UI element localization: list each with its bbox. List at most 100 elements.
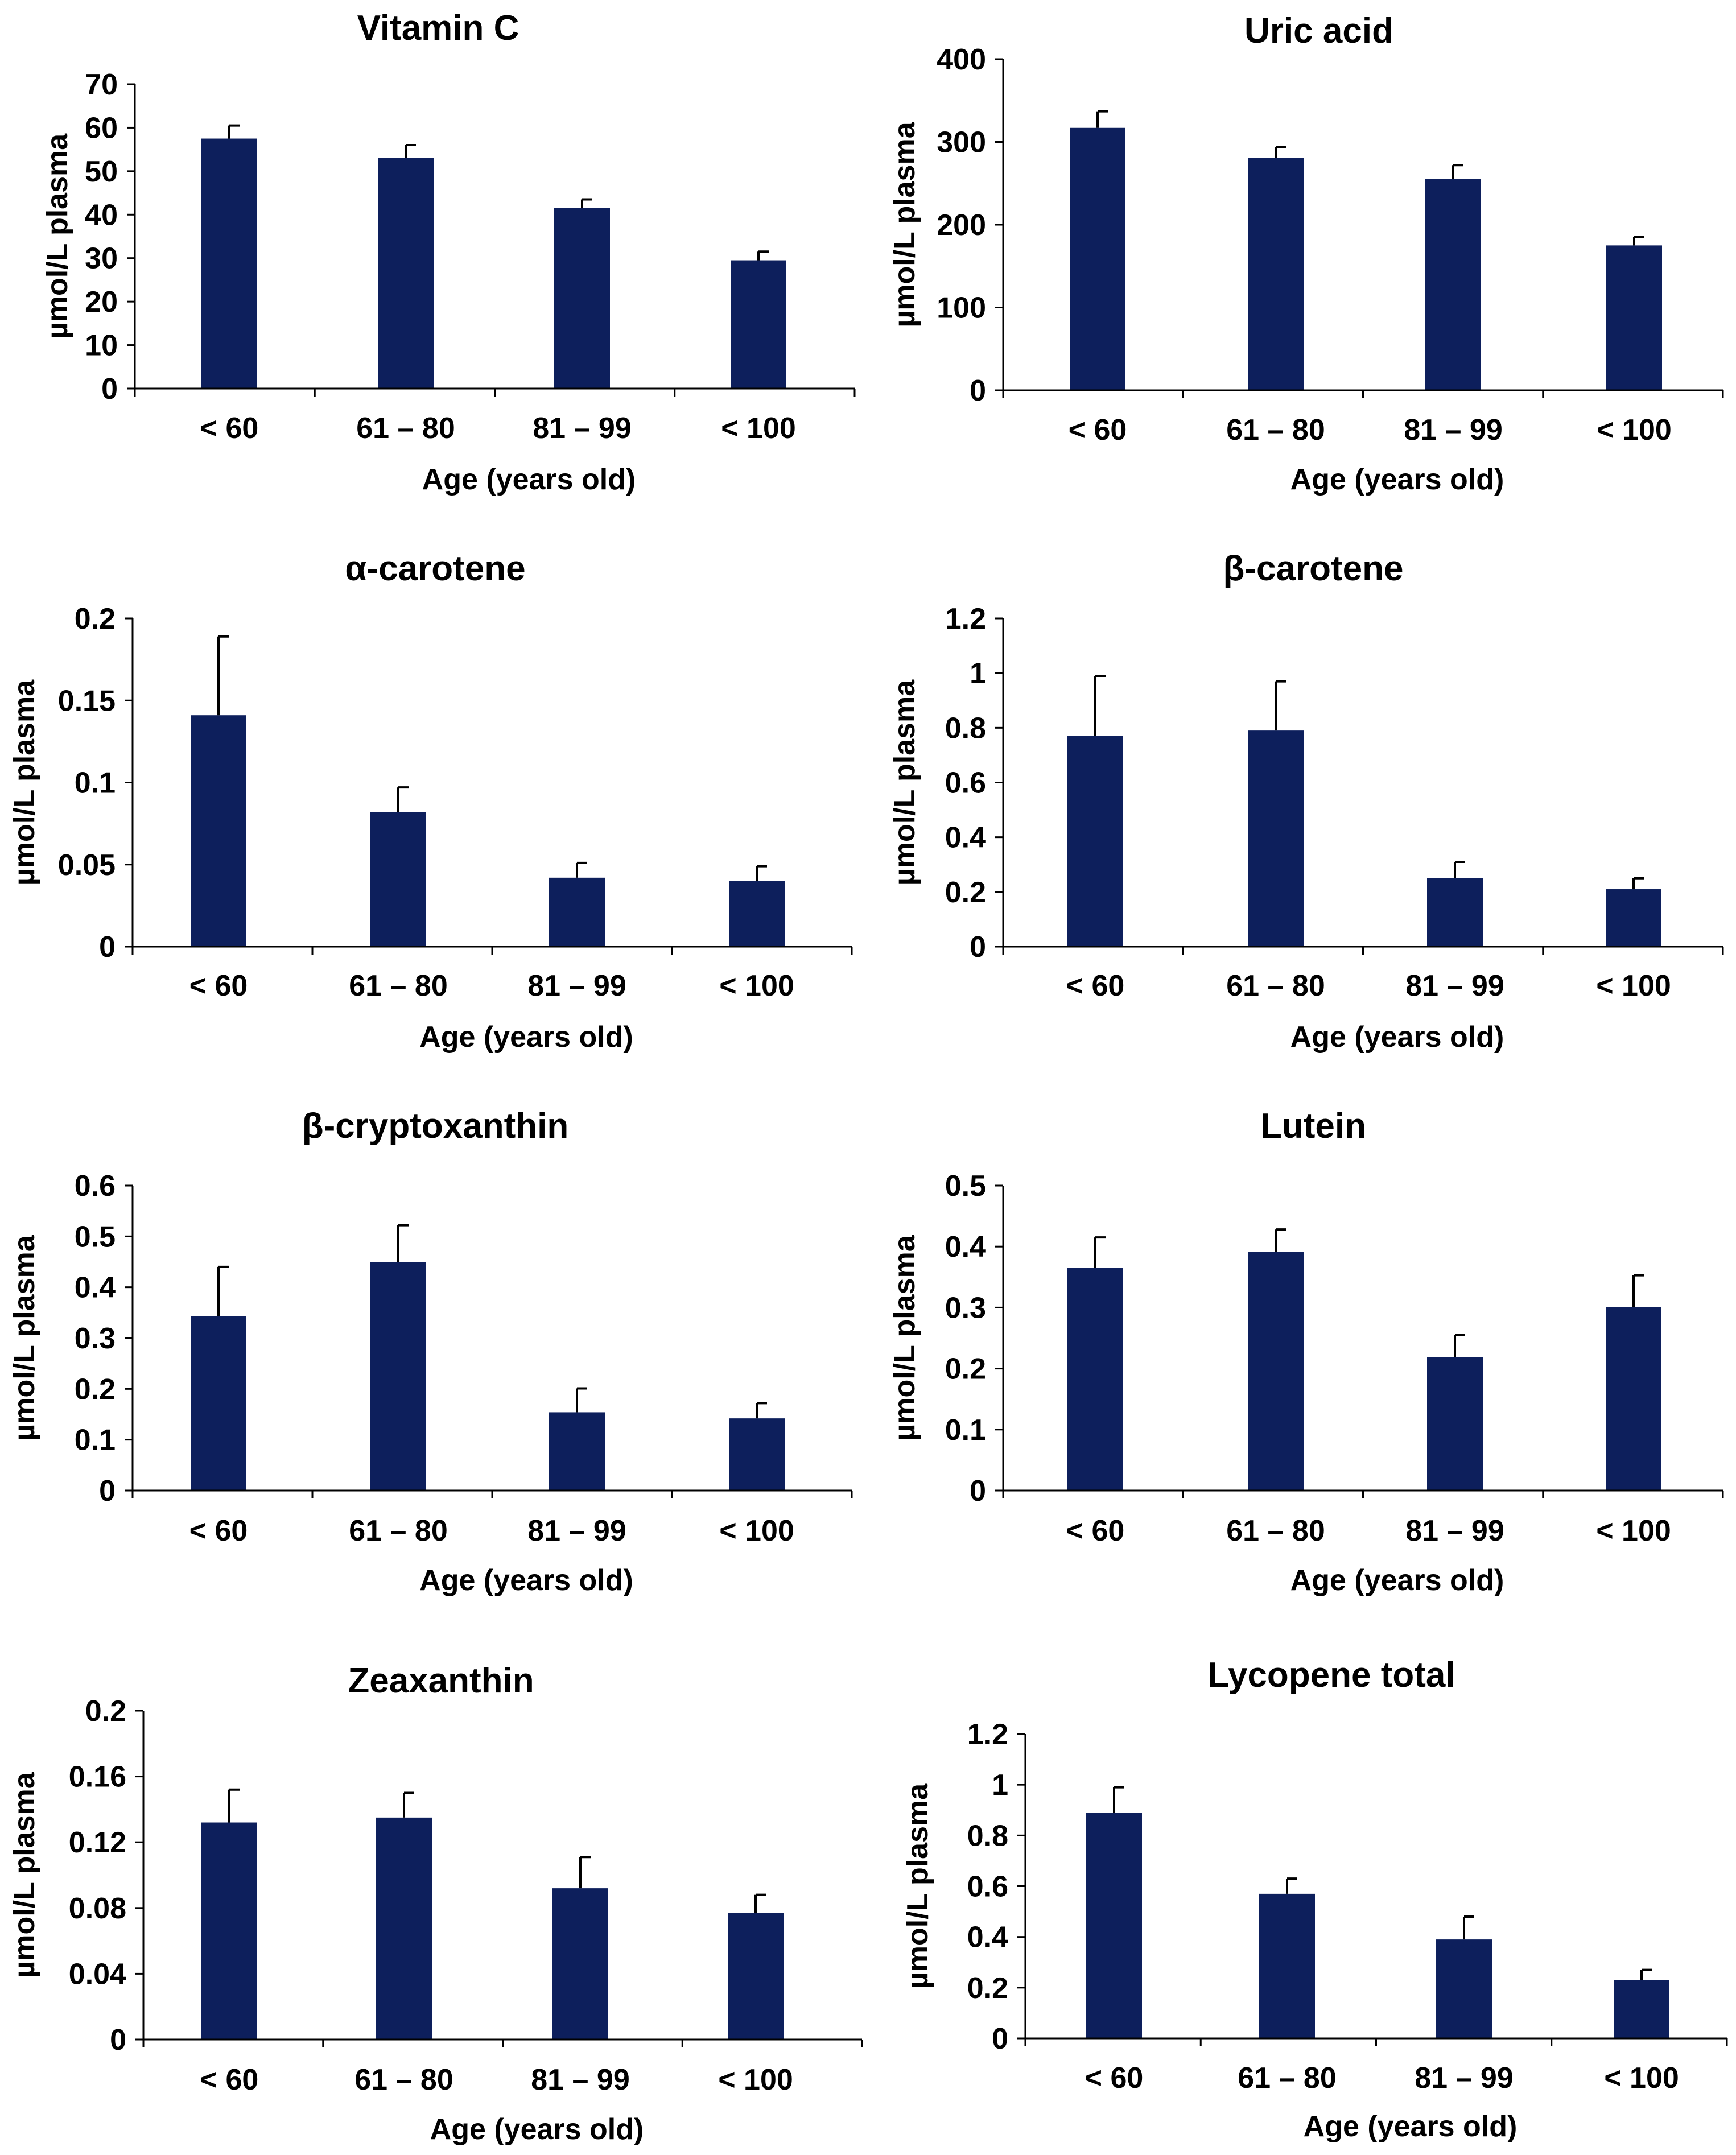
- y-tick-label: 0: [110, 2024, 126, 2057]
- chart-carotene: α-carotene 0 0.05 0.1 0.15 0.2 < 60 61 – 80 81 –…: [8, 549, 853, 1054]
- y-tick-label: 0: [99, 931, 116, 964]
- y-tick-label: 0.6: [945, 767, 986, 800]
- bar-61-80: [370, 1262, 426, 1491]
- y-tick-label: 0.2: [945, 876, 986, 909]
- bar-100: [1606, 245, 1662, 390]
- y-tick-label: 0.04: [69, 1958, 126, 1991]
- x-tick-label: 61 – 80: [1226, 969, 1325, 1002]
- x-tick-label: 81 – 99: [1415, 2062, 1514, 2095]
- y-axis-label: µmol/L plasma: [8, 1772, 41, 1978]
- bar-60: [1086, 1813, 1142, 2038]
- y-tick-label: 0.6: [75, 1170, 116, 1203]
- y-tick-label: 0.2: [945, 1353, 986, 1386]
- y-tick-label: 0.4: [967, 1921, 1008, 1954]
- chart-cryptoxanthin: β-cryptoxanthin 0 0.1 0.2 0.3 0.4 0.5 0.6 < 60 61…: [8, 1107, 853, 1597]
- x-tick-label: 61 – 80: [356, 412, 455, 445]
- x-tick-label: < 100: [719, 969, 794, 1002]
- y-axis-label: µmol/L plasma: [888, 121, 921, 327]
- x-tick-label: 81 – 99: [1405, 969, 1504, 1002]
- x-tick-label: 81 – 99: [527, 969, 626, 1002]
- x-tick-label: < 60: [1066, 969, 1125, 1002]
- x-tick-label: < 100: [1596, 1514, 1671, 1547]
- bar-100: [728, 1913, 784, 2040]
- chart-title: Uric acid: [1244, 11, 1393, 51]
- y-tick-label: 0.15: [58, 684, 116, 717]
- y-tick-label: 0.1: [75, 1424, 116, 1457]
- chart-title: Zeaxanthin: [348, 1661, 534, 1700]
- x-tick-label: < 60: [200, 412, 259, 445]
- bar-100: [729, 1418, 785, 1491]
- chart-title: α-carotene: [345, 549, 525, 588]
- y-tick-label: 0.3: [945, 1291, 986, 1324]
- bar-100: [731, 260, 786, 389]
- x-axis-label: Age (years old): [1290, 1564, 1504, 1597]
- bar-81-99: [549, 877, 605, 947]
- bar-100: [729, 881, 785, 947]
- bar-60: [191, 1316, 246, 1491]
- y-tick-label: 0.1: [945, 1414, 986, 1447]
- y-tick-label: 0: [970, 374, 986, 407]
- y-tick-label: 40: [85, 199, 118, 232]
- x-axis-label: Age (years old): [419, 1021, 633, 1054]
- chart-zeaxanthin: Zeaxanthin 0 0.04 0.08 0.12 0.16 0.2 < 60 61 – 8…: [8, 1661, 863, 2146]
- bar-61-80: [1259, 1893, 1315, 2038]
- bar-60: [1067, 736, 1123, 947]
- y-tick-label: 0: [970, 931, 986, 964]
- x-axis-label: Age (years old): [1290, 1021, 1504, 1054]
- x-tick-label: 61 – 80: [354, 2063, 453, 2096]
- x-tick-label: 61 – 80: [349, 1514, 448, 1547]
- y-tick-label: 200: [937, 209, 986, 242]
- bar-60: [1067, 1268, 1123, 1491]
- x-tick-label: < 60: [200, 2063, 259, 2096]
- y-tick-label: 0.8: [945, 712, 986, 745]
- y-tick-label: 0.1: [75, 767, 116, 800]
- y-tick-label: 70: [85, 68, 118, 101]
- y-tick-label: 0.4: [75, 1271, 116, 1304]
- y-tick-label: 30: [85, 242, 118, 275]
- x-tick-label: 61 – 80: [349, 969, 448, 1002]
- x-tick-label: < 100: [1597, 414, 1672, 447]
- x-tick-label: < 60: [189, 969, 248, 1002]
- chart-title: β-carotene: [1223, 549, 1404, 588]
- bar-81-99: [554, 208, 610, 389]
- y-axis-label: µmol/L plasma: [888, 1235, 921, 1440]
- x-tick-label: < 60: [1066, 1514, 1125, 1547]
- chart-title: Vitamin C: [357, 9, 519, 48]
- x-tick-label: < 100: [719, 1514, 794, 1547]
- x-axis-label: Age (years old): [419, 1564, 633, 1597]
- y-tick-label: 0.16: [69, 1761, 126, 1794]
- x-tick-label: < 100: [721, 412, 796, 445]
- x-tick-label: < 60: [189, 1514, 248, 1547]
- y-axis-label: µmol/L plasma: [901, 1783, 934, 1989]
- y-tick-label: 400: [937, 43, 986, 76]
- bar-81-99: [1427, 878, 1483, 947]
- y-tick-label: 0.4: [945, 821, 986, 854]
- bar-81-99: [549, 1412, 605, 1491]
- bar-61-80: [376, 1817, 432, 2040]
- y-tick-label: 0: [99, 1475, 116, 1508]
- bar-81-99: [1427, 1357, 1483, 1491]
- bar-61-80: [1248, 158, 1304, 390]
- y-tick-label: 0.12: [69, 1826, 126, 1859]
- y-tick-label: 0: [101, 373, 118, 406]
- y-axis-label: µmol/L plasma: [8, 679, 41, 885]
- bar-61-80: [378, 158, 434, 389]
- chart-title: Lutein: [1260, 1107, 1366, 1146]
- chart-title: Lycopene total: [1207, 1656, 1455, 1695]
- y-tick-label: 0.5: [75, 1220, 116, 1253]
- bar-81-99: [552, 1888, 608, 2040]
- chart-vitamin-c: Vitamin C 0 10 20 30 40 50 60 70 < 60 61 – 80 81 – …: [41, 9, 856, 496]
- x-tick-label: 61 – 80: [1238, 2062, 1337, 2095]
- x-tick-label: 61 – 80: [1226, 414, 1325, 447]
- y-tick-label: 0.3: [75, 1322, 116, 1355]
- x-tick-label: 81 – 99: [531, 2063, 630, 2096]
- bar-100: [1614, 1980, 1669, 2038]
- x-tick-label: 81 – 99: [527, 1514, 626, 1547]
- y-tick-label: 0: [992, 2022, 1008, 2055]
- y-tick-label: 1.2: [945, 602, 986, 635]
- y-tick-label: 1: [992, 1769, 1008, 1802]
- bar-60: [201, 138, 257, 389]
- y-tick-label: 1.2: [967, 1718, 1008, 1751]
- y-tick-label: 60: [85, 112, 118, 145]
